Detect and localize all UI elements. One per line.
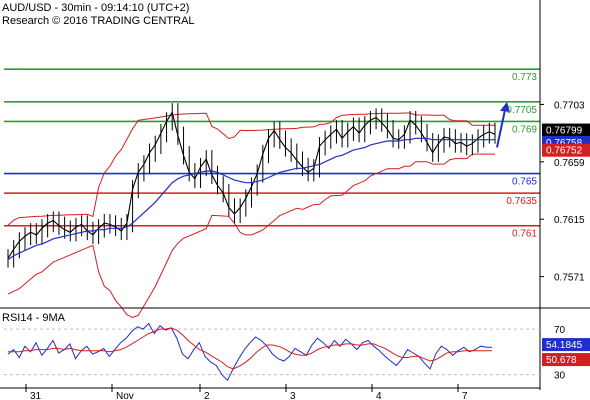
chart-title: AUD/USD - 30min - 09:14:10 (UTC+2) <box>2 2 189 14</box>
rsi-value-tags: 54.1845 50.678 <box>542 338 590 367</box>
chart-copyright: Research © 2016 TRADING CENTRAL <box>2 15 195 27</box>
rsi-panel: RSI14 - 9MA 54.1845 50.678 70 30 <box>2 312 590 382</box>
time-tick-label: Nov <box>116 391 134 400</box>
price-tag-label: 0.76752 <box>546 146 583 157</box>
level-label: 0.7635 <box>506 196 537 207</box>
price-tag-box <box>542 143 590 157</box>
time-tick-label: 31 <box>30 391 42 400</box>
price-tick-label: 0.7659 <box>554 158 585 169</box>
support-resistance-levels: 0.773 0.7705 0.769 0.765 0.7635 0.761 <box>4 68 540 240</box>
rsi-levels <box>4 328 540 376</box>
rsi-ma-line <box>8 327 492 370</box>
price-axis: 0.7703 0.7659 0.7615 0.7571 <box>540 100 585 284</box>
rsi-tick-label: 70 <box>554 325 566 336</box>
level-label: 0.761 <box>512 229 537 240</box>
rsi-series <box>7 322 492 382</box>
upper-band <box>7 112 495 226</box>
rsi-title: RSI14 - 9MA <box>2 312 66 324</box>
rsi-line <box>7 322 492 382</box>
forecast-arrow-head <box>500 101 510 112</box>
rsi-tag-label: 54.1845 <box>546 340 583 351</box>
time-tick-label: 3 <box>290 391 296 400</box>
price-tag-label: 0.76758 <box>546 138 583 149</box>
bollinger-bands <box>7 112 495 318</box>
level-label: 0.773 <box>512 72 537 83</box>
lower-band <box>7 153 495 318</box>
time-tick-label: 2 <box>204 391 210 400</box>
rsi-axis: 70 30 <box>554 325 566 382</box>
level-label: 0.769 <box>512 124 537 135</box>
price-tick-label: 0.7703 <box>554 100 585 111</box>
level-label: 0.7705 <box>506 105 537 116</box>
rsi-tag-box <box>542 353 590 367</box>
time-tick-label: 4 <box>376 391 382 400</box>
price-tag-label: 0.76799 <box>546 126 583 137</box>
level-label: 0.765 <box>512 177 537 188</box>
price-line <box>7 110 496 259</box>
price-tick-label: 0.7615 <box>554 215 585 226</box>
forecast-arrow-shaft <box>496 109 506 148</box>
price-series <box>7 110 496 261</box>
rsi-tag-box <box>542 338 590 352</box>
time-axis: 31 Nov 2 3 4 7 <box>0 384 540 400</box>
time-tick-label: 7 <box>462 391 468 400</box>
price-panel: 0.773 0.7705 0.769 0.765 0.7635 0.761 0.76799… <box>0 0 590 390</box>
forecast-arrow <box>496 101 510 148</box>
rsi-tick-label: 30 <box>554 371 566 382</box>
moving-average-line <box>7 137 495 261</box>
price-tag-box <box>542 123 590 137</box>
rsi-tag-label: 50.678 <box>546 355 577 366</box>
price-tick-label: 0.7571 <box>554 273 585 284</box>
